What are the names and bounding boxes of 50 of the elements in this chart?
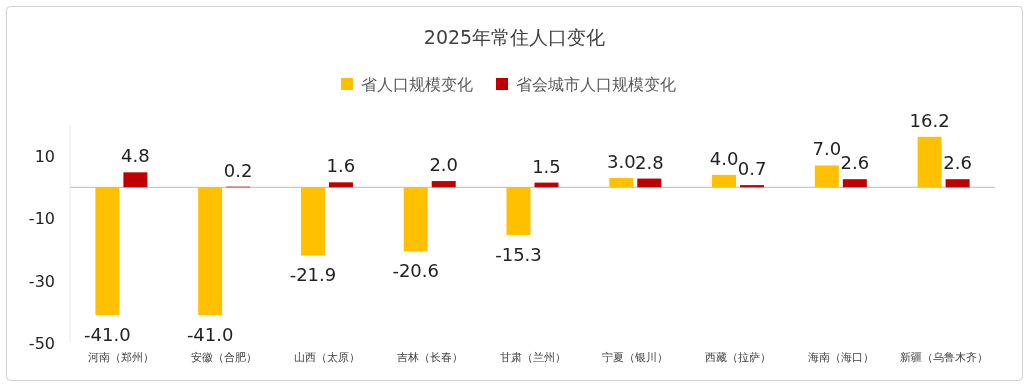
x-tick-label: 宁夏（银川） xyxy=(602,351,669,364)
data-label: 0.2 xyxy=(223,159,253,181)
data-label: 1.5 xyxy=(532,155,561,177)
data-label: 3.0 xyxy=(606,150,636,172)
legend-label: 省人口规模变化 xyxy=(361,75,473,94)
bar xyxy=(609,177,634,188)
bar xyxy=(917,136,942,188)
x-tick-label: 山西（太原） xyxy=(293,351,360,364)
data-label: 2.8 xyxy=(634,151,664,173)
data-label: 4.8 xyxy=(121,145,150,167)
data-label: -41.0 xyxy=(186,323,234,345)
bar xyxy=(842,179,867,188)
bar xyxy=(300,187,325,256)
bar xyxy=(431,181,456,188)
x-tick-label: 安徽（合肥） xyxy=(191,351,258,364)
data-label: -20.6 xyxy=(392,260,440,282)
x-tick-label: 新疆（乌鲁木齐） xyxy=(899,351,988,364)
y-tick-label: -10 xyxy=(28,209,55,229)
bar xyxy=(945,179,970,188)
data-label: 1.6 xyxy=(326,155,356,177)
data-label: -41.0 xyxy=(84,323,131,345)
bar xyxy=(328,182,353,188)
x-tick-label: 甘肃（兰州） xyxy=(499,351,566,364)
data-label: 2.6 xyxy=(943,152,972,174)
bar xyxy=(814,165,839,188)
x-tick-label: 河南（郑州） xyxy=(88,351,155,364)
x-tick-label: 海南（海口） xyxy=(807,351,874,364)
data-label: -15.3 xyxy=(495,243,542,265)
y-tick-label: -50 xyxy=(28,334,55,353)
x-tick-label: 西藏（拉萨） xyxy=(705,351,772,364)
bar xyxy=(712,174,737,188)
bar xyxy=(95,187,120,315)
bar xyxy=(198,187,223,315)
data-label: 2.6 xyxy=(840,152,870,174)
bar xyxy=(403,187,428,252)
data-label: 16.2 xyxy=(909,109,950,131)
x-tick-label: 吉林（长春） xyxy=(396,351,463,364)
y-tick-label: -30 xyxy=(28,271,55,291)
data-label: 4.0 xyxy=(709,147,739,169)
data-label: 0.7 xyxy=(737,158,767,180)
legend-label: 省会城市人口规模变化 xyxy=(516,75,676,94)
bar xyxy=(123,172,148,188)
bar xyxy=(637,178,662,188)
chart-title: 2025年常住人口变化 xyxy=(423,26,606,48)
data-label: 7.0 xyxy=(812,138,842,160)
data-label: -21.9 xyxy=(289,264,337,286)
bar xyxy=(740,185,765,188)
data-label: 2.0 xyxy=(429,154,459,176)
y-tick-label: 10 xyxy=(34,147,55,167)
bar xyxy=(506,187,531,235)
